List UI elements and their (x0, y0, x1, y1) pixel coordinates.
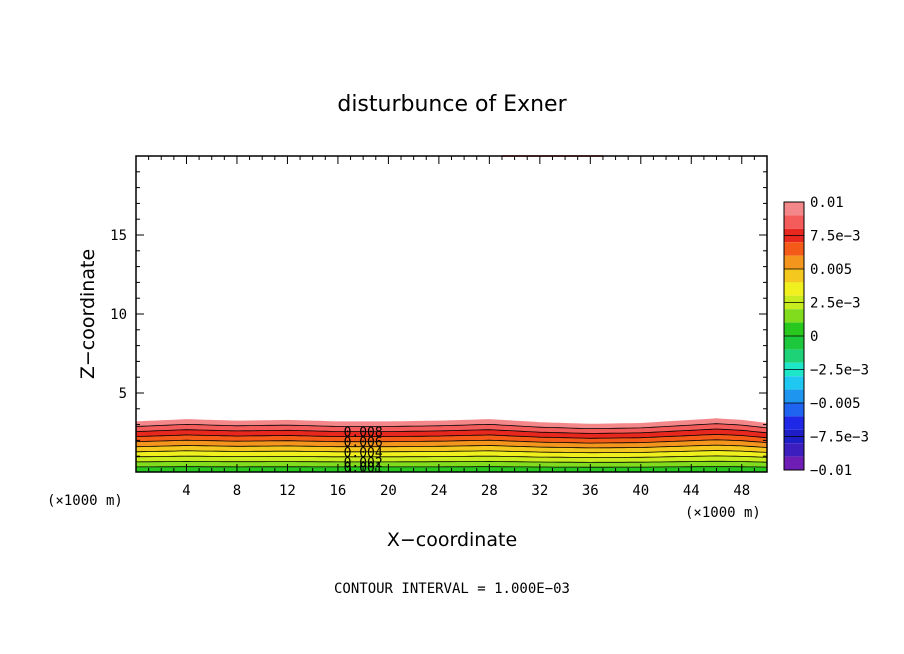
colorbar-swatch (784, 202, 804, 216)
colorbar-swatch (784, 336, 804, 350)
y-axis-label: Z−coordinate (77, 249, 99, 379)
contour-field (136, 155, 767, 472)
x-tick-label: 44 (683, 483, 700, 499)
colorbar-swatch (784, 309, 804, 323)
colorbar-label: −2.5e−3 (810, 363, 869, 379)
contour-line (135, 444, 768, 449)
contour-band (136, 423, 767, 434)
contour-label: 0.006 (344, 436, 383, 451)
contour-lines (135, 423, 768, 468)
chart-title: disturbunce of Exner (337, 92, 567, 117)
y-tick-label: 10 (110, 307, 127, 323)
x-axis-label: X−coordinate (387, 529, 517, 551)
colorbar-label: −7.5e−3 (810, 430, 869, 446)
contour-label: 0.004 (344, 446, 383, 461)
x-unit-left: (×1000 m) (47, 493, 123, 509)
x-unit-right: (×1000 m) (685, 505, 761, 521)
colorbar-swatch (784, 403, 804, 417)
y-tick-label: 5 (119, 386, 127, 402)
colorbar-label: 0 (810, 329, 818, 345)
x-tick-label: 12 (279, 483, 296, 499)
contour-line (135, 433, 768, 439)
colorbar-swatch (784, 376, 804, 390)
contour-band (136, 429, 767, 439)
colorbar-swatch (784, 282, 804, 296)
x-tick-label: 16 (329, 483, 346, 499)
colorbar-swatch (784, 443, 804, 457)
contour-band (136, 418, 767, 429)
contour-label: 0.002 (344, 456, 383, 471)
contour-interval-note: CONTOUR INTERVAL = 1.000E−03 (334, 581, 570, 597)
contour-band (136, 450, 767, 458)
colorbar: 0.01 7.5e−3 0.005 2.5e−3 0 −2.5e−3 −0.005 −7.5e… (783, 195, 869, 479)
colorbar-swatch (784, 416, 804, 430)
colorbar-label: −0.005 (810, 396, 861, 412)
contour-line (135, 439, 768, 444)
x-tick-label: 48 (733, 483, 750, 499)
x-tick-label: 28 (481, 483, 498, 499)
colorbar-swatch (784, 269, 804, 283)
colorbar-swatch (784, 322, 804, 336)
colorbar-label: 7.5e−3 (810, 229, 861, 245)
x-tick-label: 8 (233, 483, 241, 499)
contour-line (135, 455, 768, 458)
contour-line (136, 466, 768, 468)
y-tick-label: 15 (110, 228, 127, 244)
colorbar-swatch (784, 255, 804, 269)
contour-line (135, 428, 768, 434)
colorbar-swatch (784, 456, 804, 470)
colorbar-label: 2.5e−3 (810, 296, 861, 312)
contour-band (136, 434, 767, 444)
x-tick-label: 32 (531, 483, 548, 499)
contour-line (135, 423, 768, 430)
x-tick-label: 24 (430, 483, 447, 499)
x-tick-label: 20 (380, 483, 397, 499)
colorbar-swatch (784, 349, 804, 363)
colorbar-label: 0.005 (810, 262, 852, 278)
contour-label: 0.008 (344, 426, 383, 441)
colorbar-label: −0.01 (810, 463, 852, 479)
contour-line (135, 450, 768, 454)
colorbar-swatch (784, 389, 804, 403)
x-tick-label: 36 (582, 483, 599, 499)
colorbar-swatch (784, 215, 804, 229)
contour-line (135, 460, 768, 463)
x-tick-label: 40 (632, 483, 649, 499)
colorbar-swatch (784, 242, 804, 256)
x-tick-label: 4 (182, 483, 190, 499)
contour-band (136, 461, 767, 468)
colorbar-label: 0.01 (810, 195, 844, 211)
